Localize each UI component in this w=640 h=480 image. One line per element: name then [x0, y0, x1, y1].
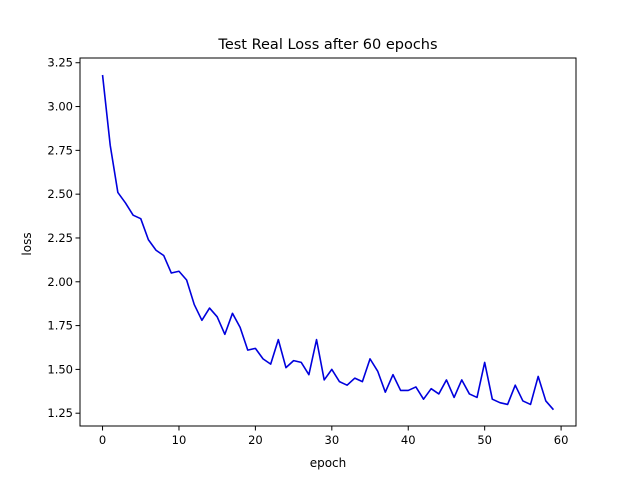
x-tick-label: 60	[554, 433, 569, 447]
x-tick-label: 30	[325, 433, 340, 447]
plot-frame	[79, 57, 577, 427]
y-tick-label: 2.75	[47, 143, 73, 157]
y-tick-label: 3.00	[47, 100, 73, 114]
x-tick-label: 20	[248, 433, 263, 447]
y-tick-label: 2.25	[47, 231, 73, 245]
x-tick-label: 40	[401, 433, 416, 447]
x-axis-label: epoch	[310, 456, 347, 470]
x-tick-label: 10	[172, 433, 187, 447]
x-axis: 0 10 20 30 40 50 60	[99, 426, 569, 447]
x-tick-label: 0	[99, 433, 106, 447]
y-tick-label: 1.50	[47, 362, 73, 376]
y-axis-label: loss	[20, 232, 34, 255]
y-tick-label: 2.00	[47, 275, 73, 289]
chart-title: Test Real Loss after 60 epochs	[217, 37, 437, 53]
y-tick-label: 1.25	[47, 406, 73, 420]
plot-area	[101, 74, 555, 411]
y-tick-label: 3.25	[47, 56, 73, 70]
x-tick-label: 50	[477, 433, 492, 447]
series-line-0	[101, 74, 555, 411]
y-axis: 1.25 1.50 1.75 2.00 2.25 2.50 2.75 3.00 3.25	[47, 56, 80, 420]
y-tick-label: 2.50	[47, 187, 73, 201]
y-tick-label: 1.75	[47, 319, 73, 333]
